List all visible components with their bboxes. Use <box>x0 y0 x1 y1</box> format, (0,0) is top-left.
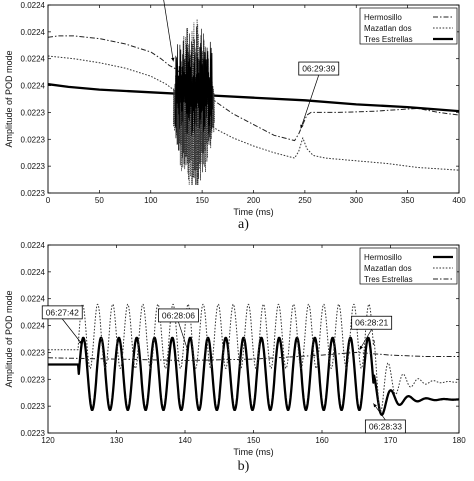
annotation: 06:28:33 <box>364 403 406 434</box>
y-tick-label: 0.0223 <box>21 375 46 384</box>
y-tick-label: 0.0224 <box>21 241 46 250</box>
legend-label: Mazatlan dos <box>364 264 412 273</box>
annotation-box <box>364 419 406 434</box>
x-tick-label: 0 <box>46 196 51 205</box>
y-axis-label: Amplitude of POD mode <box>4 50 14 147</box>
x-axis-label: Time (ms) <box>233 207 273 217</box>
annotation-label: 06:28:33 <box>369 421 402 431</box>
annotation: 06:28:06 <box>158 308 199 353</box>
x-tick-label: 300 <box>350 196 364 205</box>
x-tick-label: 350 <box>401 196 415 205</box>
x-tick-label: 200 <box>247 196 261 205</box>
y-tick-label: 0.0223 <box>21 135 46 144</box>
x-tick-label: 250 <box>298 196 312 205</box>
annotation-label: 06:27:42 <box>46 307 79 317</box>
oscillation-burst <box>173 19 215 185</box>
annotation-arrowhead <box>359 345 363 350</box>
annotation-box <box>41 305 83 320</box>
annotation-arrow <box>359 329 372 350</box>
annotation-box <box>351 315 393 330</box>
annotation-arrowhead <box>300 124 304 129</box>
x-tick-label: 150 <box>247 436 261 445</box>
panel-a: 0 50 100 150 200 250 300 350 400 0.0223 0.0223 0.02… <box>4 0 466 232</box>
y-tick-label: 0.0223 <box>21 402 46 411</box>
y-tick-label: 0.0224 <box>21 268 46 277</box>
x-tick-label: 100 <box>144 196 158 205</box>
annotation-box <box>158 308 199 323</box>
y-tick-label: 0.0223 <box>21 189 46 198</box>
y-tick-label: 0.0224 <box>21 295 46 304</box>
x-axis-label: Time (ms) <box>233 447 273 457</box>
legend-label: Mazatlan dos <box>364 24 412 33</box>
annotation-box <box>298 61 340 76</box>
x-tick-label: 150 <box>195 196 209 205</box>
y-tick-label: 0.0223 <box>21 429 46 438</box>
y-tick-label: 0.0224 <box>21 82 46 91</box>
y-tick-label: 0.0223 <box>21 162 46 171</box>
legend-label: Hermosillo <box>364 253 402 262</box>
series-line-mazatlan-dos <box>48 55 459 171</box>
y-tick-label: 0.0223 <box>21 108 46 117</box>
annotation-arrow <box>163 0 174 62</box>
panel-b: 120 130 140 150 160 170 180 0.0223 0.0223 0.0223 0… <box>4 241 466 474</box>
series-line-hermosillo <box>48 35 459 142</box>
x-tick-label: 180 <box>452 436 466 445</box>
annotation: 06:27:42 <box>41 305 83 345</box>
panel-label: a) <box>238 217 249 232</box>
x-tick-label: 400 <box>452 196 466 205</box>
y-tick-label: 0.0224 <box>21 55 46 64</box>
legend-label: Tres Estrellas <box>364 275 413 284</box>
annotation-label: 06:29:39 <box>302 64 335 74</box>
x-tick-label: 160 <box>315 436 329 445</box>
plot-area <box>48 19 459 185</box>
annotation-arrow <box>178 321 189 353</box>
legend: Hermosillo Mazatlan dos Tres Estrellas <box>359 247 458 285</box>
y-tick-label: 0.0224 <box>21 1 46 10</box>
annotation: 06:29:39 <box>298 61 340 129</box>
y-tick-label: 0.0223 <box>21 348 46 357</box>
legend-label: Tres Estrellas <box>364 35 413 44</box>
x-tick-label: 140 <box>178 436 192 445</box>
annotation-arrowhead <box>185 348 189 353</box>
annotation-arrowhead <box>171 57 175 62</box>
annotation-label: 06:28:06 <box>162 310 195 320</box>
plot-area <box>48 303 459 416</box>
panel-label: b) <box>238 459 250 474</box>
series-line-hermosillo <box>48 336 459 416</box>
annotation-arrowhead <box>373 403 377 408</box>
annotation: 06:27:42 <box>163 0 175 62</box>
oscillation-burst-core <box>175 40 213 136</box>
y-axis-label: Amplitude of POD mode <box>4 290 14 387</box>
annotation-arrowhead <box>78 340 83 345</box>
y-tick-label: 0.0224 <box>21 28 46 37</box>
series-line-tres-estrellas <box>48 351 459 361</box>
legend-label: Hermosillo <box>364 13 402 22</box>
y-tick-label: 0.0224 <box>21 322 46 331</box>
x-tick-label: 170 <box>384 436 398 445</box>
x-tick-label: 50 <box>95 196 104 205</box>
annotation: 06:28:21 <box>351 315 393 350</box>
legend: Hermosillo Mazatlan dos Tres Estrellas <box>359 7 458 45</box>
annotation-arrow <box>61 318 83 345</box>
annotation-label: 06:28:21 <box>355 318 388 328</box>
x-tick-label: 130 <box>110 436 124 445</box>
legend-box <box>359 247 458 285</box>
x-tick-label: 120 <box>41 436 55 445</box>
annotation-arrow <box>300 74 320 129</box>
series-line-tres-estrellas <box>48 83 459 113</box>
series-line-mazatlan-dos <box>48 303 459 412</box>
